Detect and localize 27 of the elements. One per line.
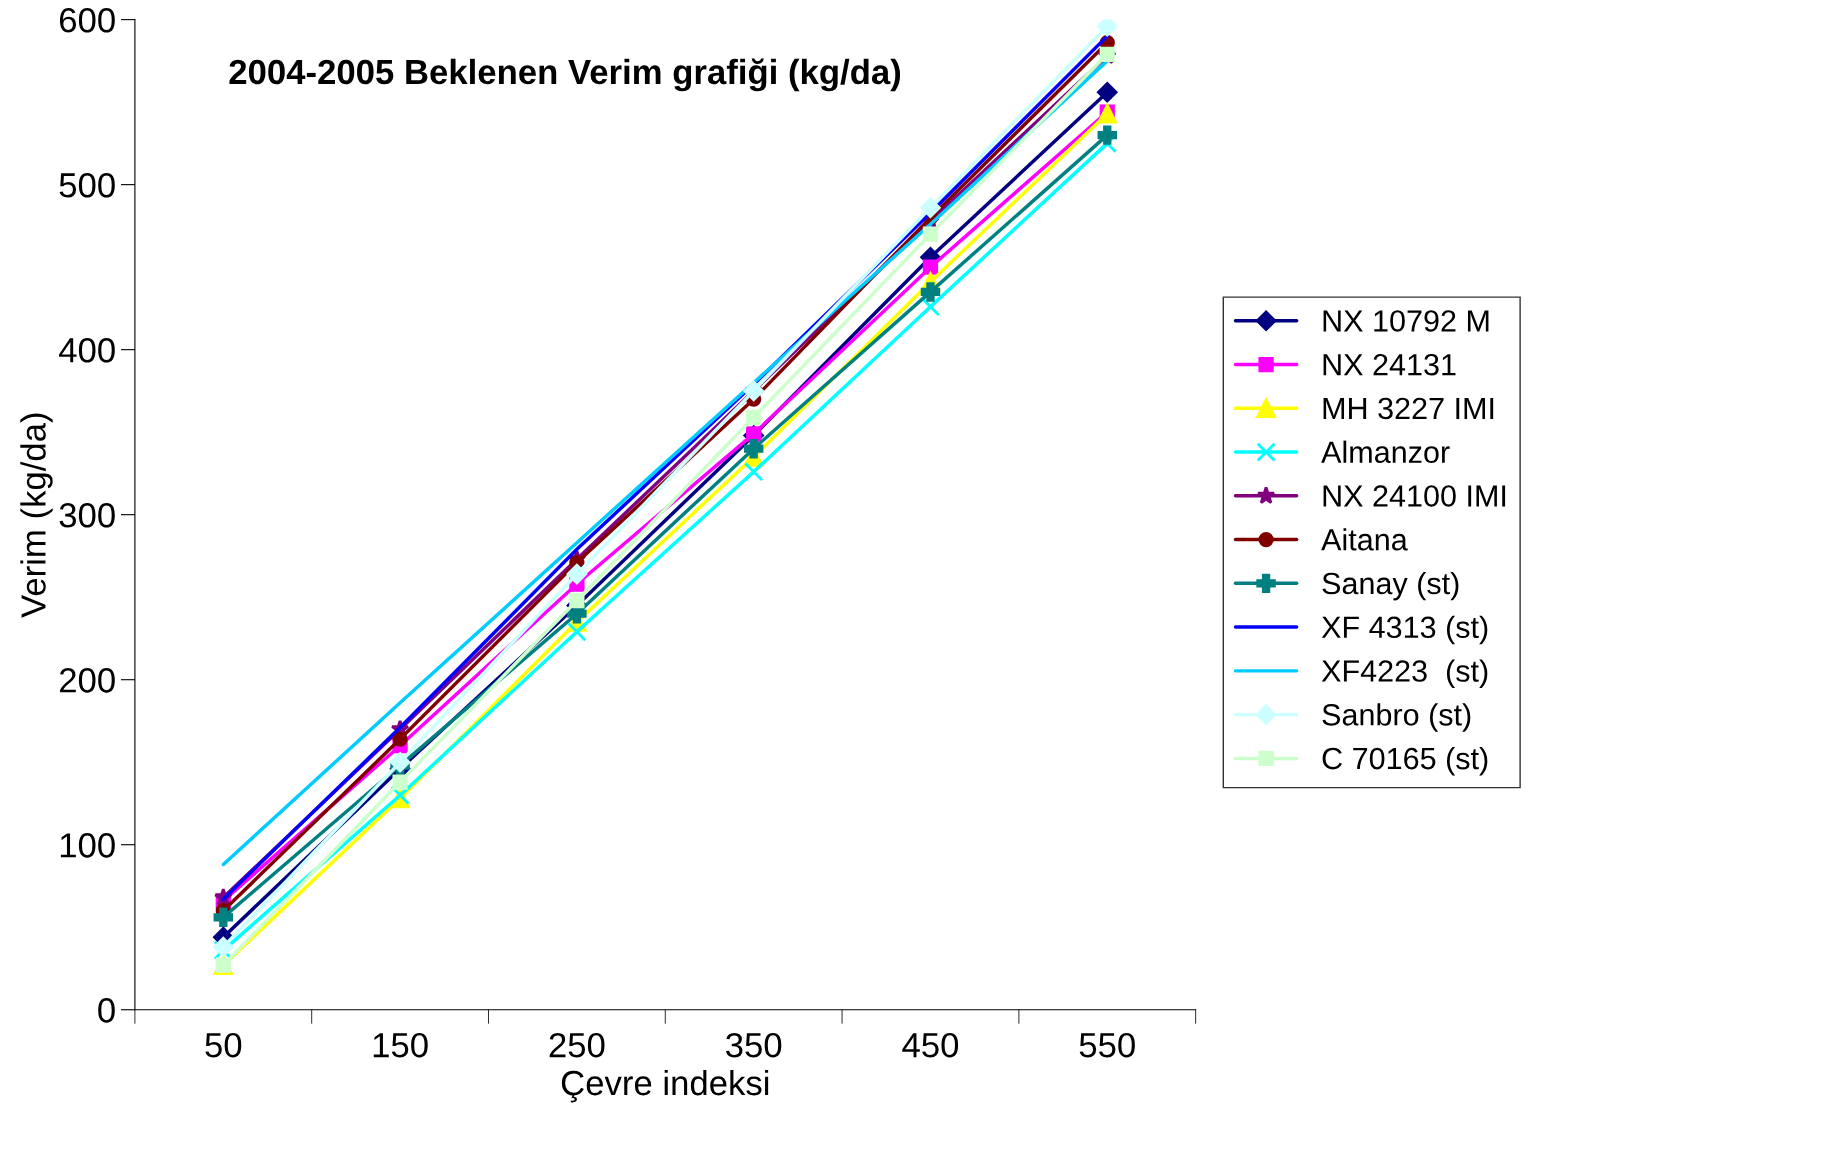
x-tick-label: 550: [1079, 1032, 1135, 1058]
legend-label: Aitana: [1321, 528, 1408, 551]
legend-label: NX 24100 IMI: [1323, 485, 1506, 507]
legend-label: NX 10792 M: [1323, 310, 1489, 332]
x-tick-label: 350: [726, 1032, 782, 1058]
legend-label: Sanbro (st): [1322, 703, 1471, 732]
legend-label: MH 3227 IMI: [1323, 397, 1494, 420]
y-tick-label: 100: [60, 833, 115, 858]
legend-label: XF4223 (st): [1321, 659, 1488, 688]
y-tick-label: 0: [98, 998, 115, 1023]
text: 2004-2005 Beklenen Verim grafiği (kg/da): [229, 58, 901, 92]
legend-label: Almanzor: [1321, 440, 1450, 464]
y-axis-title: Verim (kg/da): [20, 413, 53, 618]
x-tick-label: 50: [205, 1032, 242, 1058]
y-tick-label: 500: [59, 172, 115, 198]
legend-label: C 70165 (st): [1322, 746, 1488, 776]
y-tick-label: 600: [59, 7, 115, 33]
legend-label: Sanay (st): [1322, 571, 1459, 601]
legend-label: XF 4313 (st): [1321, 615, 1488, 645]
y-tick-label: 400: [59, 338, 115, 363]
legend-label: NX 24131: [1323, 353, 1456, 376]
y-tick-label: 200: [59, 668, 115, 693]
x-tick-label: 150: [373, 1032, 428, 1058]
x-axis-title: Çevre indeksi: [561, 1069, 769, 1103]
x-tick-label: 450: [902, 1032, 959, 1058]
y-tick-label: 300: [59, 503, 115, 528]
x-tick-label: 250: [549, 1032, 605, 1058]
